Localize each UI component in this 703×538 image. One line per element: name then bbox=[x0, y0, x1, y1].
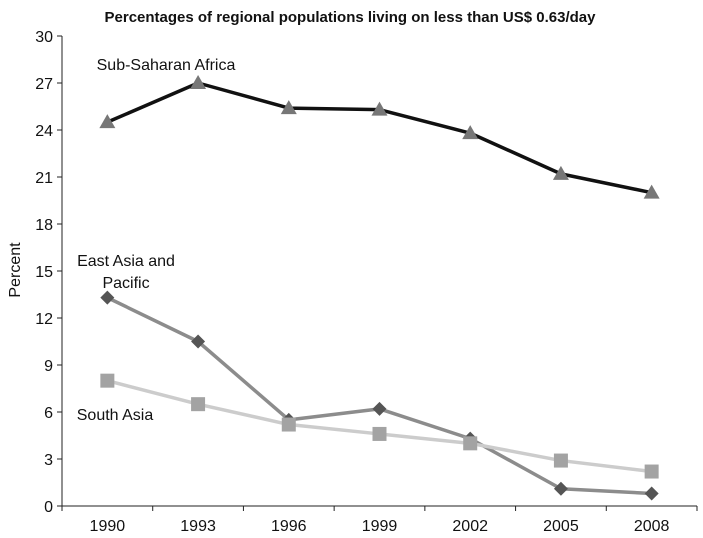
data-point-sub-saharan-africa bbox=[371, 101, 388, 116]
data-point-south-asia bbox=[463, 436, 478, 451]
series-line-south-asia bbox=[106, 378, 652, 474]
data-point-south-asia bbox=[644, 464, 659, 479]
x-tick-label: 1990 bbox=[90, 518, 126, 535]
y-tick-label: 18 bbox=[35, 217, 53, 234]
data-point-sub-saharan-africa bbox=[643, 184, 660, 199]
y-tick-label: 21 bbox=[35, 170, 53, 187]
series-label-sub-saharan-africa: Sub-Saharan Africa bbox=[97, 57, 236, 74]
data-point-sub-saharan-africa bbox=[190, 75, 207, 89]
x-tick-label: 1996 bbox=[271, 518, 307, 535]
data-point-south-asia bbox=[281, 417, 296, 432]
data-point-sub-saharan-africa bbox=[462, 125, 479, 140]
x-tick-label: 1993 bbox=[180, 518, 216, 535]
y-tick-label: 30 bbox=[35, 29, 53, 46]
y-tick-label: 27 bbox=[35, 76, 53, 93]
data-point-sub-saharan-africa bbox=[552, 165, 569, 180]
series-labels: Sub-Saharan Africa East Asia and Pacific So… bbox=[77, 57, 236, 424]
series-line-east-asia-and-pacific bbox=[106, 296, 652, 496]
data-point-south-asia bbox=[553, 453, 568, 468]
axes: 0 3 6 9 12 15 18 21 24 27 30 1990 1993 1996 1999 2002 20… bbox=[35, 29, 698, 535]
x-tick-label: 2008 bbox=[634, 518, 670, 535]
y-tick-label: 12 bbox=[35, 311, 53, 328]
data-point-sub-saharan-africa bbox=[99, 114, 116, 129]
data-point-south-asia bbox=[100, 373, 115, 388]
chart-title: Percentages of regional populations livi… bbox=[105, 9, 597, 26]
data-point-south-asia bbox=[372, 426, 387, 441]
x-tick-label: 2002 bbox=[452, 518, 488, 535]
y-tick-label: 24 bbox=[35, 123, 53, 140]
data-point-east-asia-and-pacific bbox=[100, 290, 115, 305]
y-tick-label: 9 bbox=[44, 358, 53, 375]
series-label-south-asia: South Asia bbox=[77, 407, 154, 424]
y-tick-label: 3 bbox=[44, 452, 53, 469]
x-tick-label: 2005 bbox=[543, 518, 579, 535]
data-point-sub-saharan-africa bbox=[280, 100, 297, 115]
data-point-east-asia-and-pacific bbox=[553, 481, 568, 496]
data-point-south-asia bbox=[191, 397, 206, 412]
y-tick-label: 15 bbox=[35, 264, 53, 281]
data-point-east-asia-and-pacific bbox=[644, 486, 659, 501]
series-line-sub-saharan-africa bbox=[106, 81, 652, 195]
series-label-east-asia-and-pacific: East Asia and bbox=[77, 253, 175, 270]
series-label-east-asia-and-pacific: Pacific bbox=[102, 275, 149, 292]
x-tick-label: 1999 bbox=[362, 518, 398, 535]
series-markers bbox=[99, 75, 660, 501]
y-axis-label: Percent bbox=[7, 242, 24, 298]
data-point-east-asia-and-pacific bbox=[372, 401, 387, 416]
data-point-east-asia-and-pacific bbox=[191, 334, 206, 349]
y-tick-label: 0 bbox=[44, 499, 53, 516]
y-tick-label: 6 bbox=[44, 405, 53, 422]
